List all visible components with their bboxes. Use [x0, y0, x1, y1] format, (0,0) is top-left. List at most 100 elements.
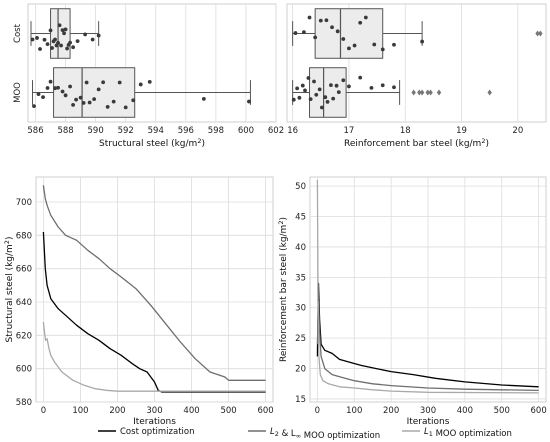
x-tick-label: 17: [344, 126, 355, 136]
data-point: [341, 37, 346, 41]
data-point: [392, 85, 396, 90]
data-point: [247, 99, 251, 104]
outlier-marker: [411, 89, 416, 96]
data-point: [380, 83, 385, 88]
data-point: [48, 79, 53, 84]
data-point: [330, 25, 334, 30]
data-point: [105, 104, 110, 109]
data-point: [92, 97, 97, 102]
x-tick-label: 0: [315, 406, 320, 416]
data-point: [318, 18, 323, 23]
x-tick-label: 600: [531, 406, 547, 416]
y-axis-label: Structural steel (kg/m2): [3, 237, 15, 343]
data-point: [347, 84, 351, 89]
legend-label: L2 & L∞ MOO optimization: [270, 427, 380, 441]
x-axis-label: Iterations: [133, 417, 176, 427]
y-tick-label: 20: [295, 365, 306, 375]
category-label: Cost: [13, 23, 23, 43]
outlier-marker: [428, 89, 433, 96]
x-tick-label: 300: [420, 406, 436, 416]
data-point: [306, 76, 311, 80]
data-point: [334, 83, 339, 88]
data-point: [56, 41, 60, 45]
data-point: [347, 46, 351, 51]
data-point: [369, 85, 374, 90]
data-point: [314, 92, 319, 97]
rebar-steel-boxplot-panel: 16 17 18 19 20 Reinforcement bar steel (kg/m2…: [286, 3, 547, 149]
x-tick-label: 600: [238, 126, 254, 136]
x-tick-label: 200: [109, 406, 125, 416]
x-tick-label: 600: [257, 406, 273, 416]
x-tick-label: 596: [178, 126, 194, 136]
data-point: [101, 80, 106, 85]
series-line: [316, 301, 539, 392]
y-tick-label: 600: [16, 365, 32, 375]
data-point: [57, 23, 62, 28]
data-point: [35, 36, 39, 40]
y-tick-label: 660: [16, 265, 32, 275]
x-tick-label: 588: [57, 126, 73, 136]
data-point: [56, 85, 60, 90]
data-point: [83, 32, 88, 37]
data-point: [53, 86, 57, 91]
data-point: [60, 28, 65, 33]
y-tick-label: 30: [295, 304, 306, 314]
data-point: [358, 75, 363, 80]
data-point: [363, 15, 368, 20]
data-point: [329, 83, 333, 87]
data-point: [293, 31, 298, 35]
box: [50, 8, 71, 59]
data-point: [300, 83, 305, 88]
data-point: [301, 30, 306, 35]
box: [314, 8, 384, 59]
x-tick-label: 598: [208, 126, 224, 136]
data-point: [291, 97, 296, 102]
data-point: [295, 86, 300, 91]
structural-steel-convergence-panel: 0 100 200 300 400 500 600 580 600 620 640 660 680 700…: [3, 176, 274, 427]
data-point: [392, 42, 396, 47]
outlier-marker: [417, 89, 422, 96]
y-tick-label: 580: [16, 398, 32, 408]
data-point: [324, 18, 329, 23]
x-tick-label: 400: [457, 406, 473, 416]
data-point: [59, 43, 63, 48]
data-point: [53, 37, 57, 42]
data-point: [312, 79, 316, 84]
data-point: [68, 40, 72, 45]
x-tick-label: 586: [27, 126, 43, 136]
data-point: [45, 86, 50, 90]
box: [53, 67, 136, 118]
data-point: [71, 102, 75, 107]
x-tick-label: 100: [346, 406, 362, 416]
x-axis-label: Structural steel (kg/m2): [99, 137, 205, 149]
data-point: [147, 79, 152, 84]
data-point: [81, 101, 86, 105]
data-point: [297, 95, 302, 100]
x-tick-label: 0: [41, 406, 46, 416]
x-tick-label: 602: [268, 126, 284, 136]
x-tick-label: 500: [220, 406, 236, 416]
series-line: [316, 282, 539, 388]
structural-steel-boxplot-panel: 586 588 590 592 594 596 598 600 602 Structural st…: [13, 3, 284, 149]
data-point: [138, 82, 143, 87]
data-point: [96, 33, 101, 38]
data-point: [45, 42, 50, 47]
x-tick-label: 400: [183, 406, 199, 416]
series-line: [42, 321, 266, 392]
data-point: [68, 84, 72, 89]
outlier-marker: [535, 30, 540, 37]
data-point: [325, 99, 330, 104]
outlier-marker: [487, 89, 492, 96]
data-point: [201, 97, 206, 101]
data-point: [87, 100, 92, 105]
data-point: [372, 42, 377, 47]
data-point: [96, 87, 101, 92]
data-point: [42, 37, 47, 42]
data-point: [62, 31, 66, 36]
legend-label: L1 MOO optimization: [424, 427, 512, 439]
data-point: [358, 20, 363, 25]
data-point: [335, 29, 340, 34]
y-tick-label: 40: [295, 243, 306, 253]
legend-label: Cost optimization: [120, 427, 194, 437]
